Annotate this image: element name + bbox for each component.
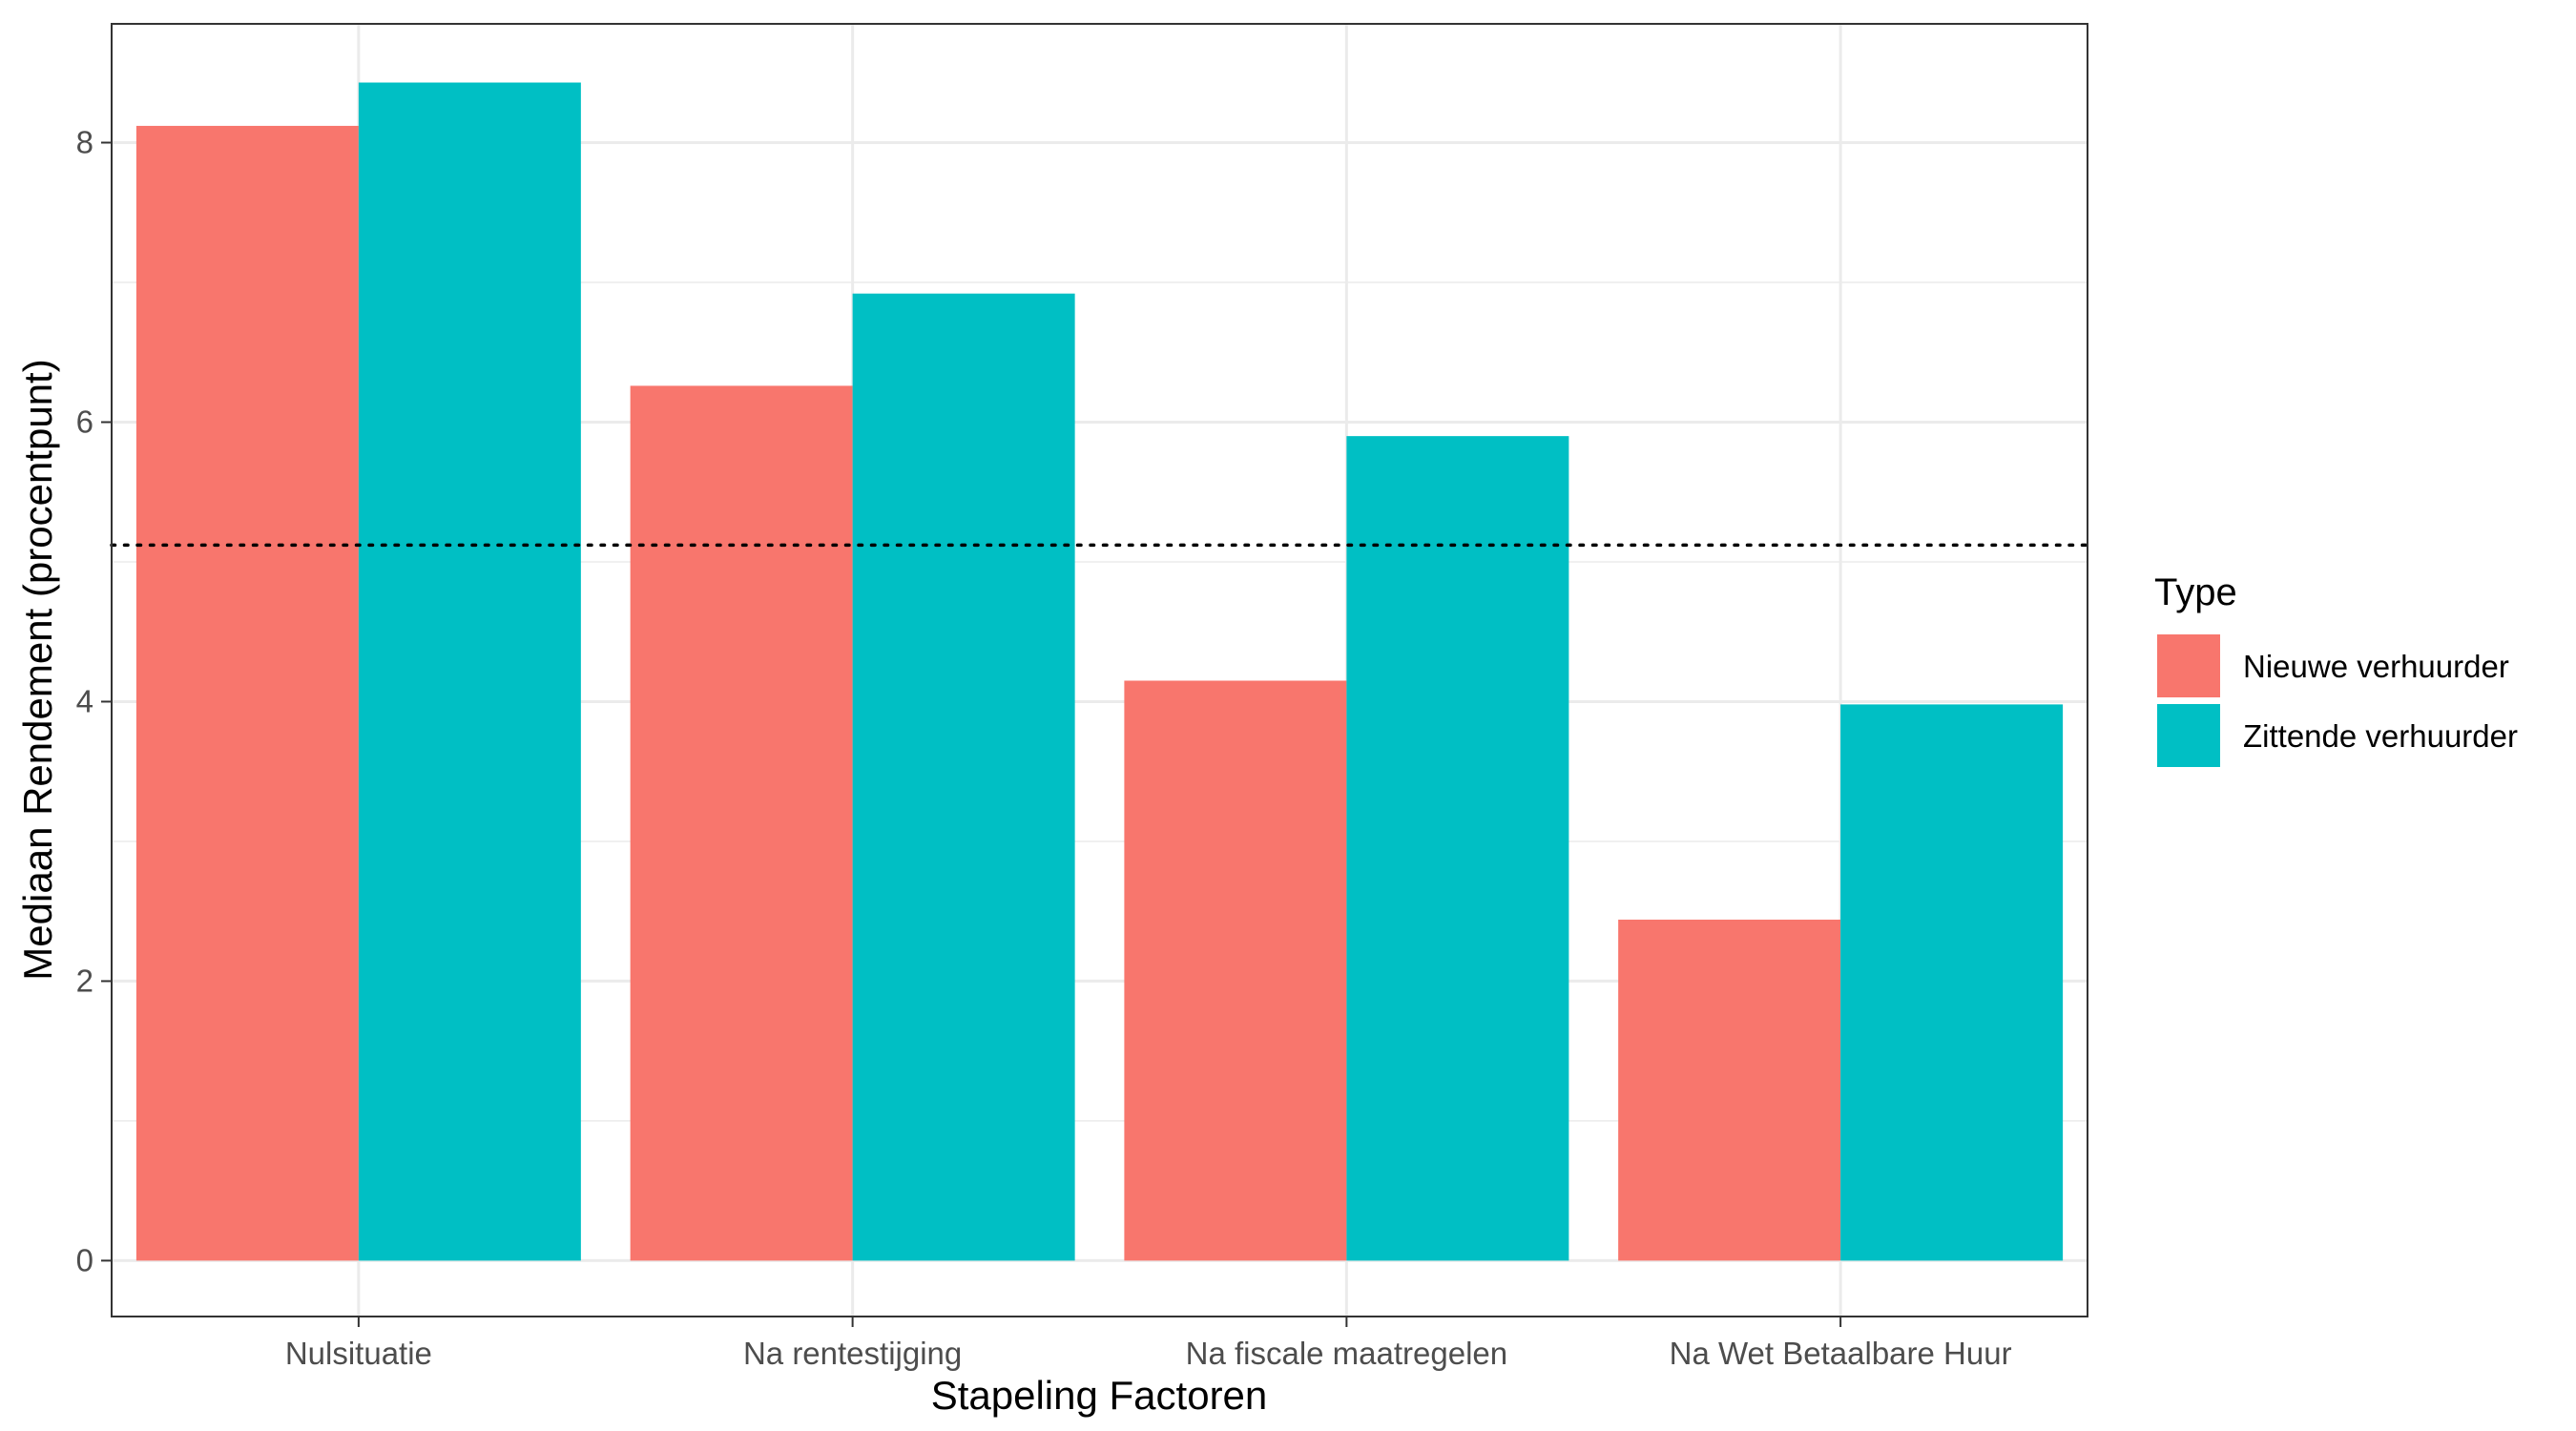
legend: Type Nieuwe verhuurder Zittende verhuurd…: [2154, 571, 2518, 767]
bar-na-rentestijging-zittende-verhuurder: [852, 293, 1075, 1261]
x-tick-label-na-wet-betaalbare-huur: Na Wet Betaalbare Huur: [1670, 1336, 2012, 1371]
bar-na-fiscale-maatregelen-zittende-verhuurder: [1346, 436, 1569, 1261]
bar-na-fiscale-maatregelen-nieuwe-verhuurder: [1124, 680, 1347, 1261]
y-tick-label: 2: [76, 963, 93, 998]
y-tick-label: 6: [76, 404, 93, 439]
x-tick-label-na-rentestijging: Na rentestijging: [743, 1336, 962, 1371]
plot-panel-border: [111, 23, 2088, 1317]
legend-label-zittende-verhuurder: Zittende verhuurder: [2243, 718, 2518, 754]
legend-title: Type: [2154, 571, 2237, 613]
y-axis-title: Mediaan Rendement (procentpunt): [15, 359, 60, 980]
legend-label-nieuwe-verhuurder: Nieuwe verhuurder: [2243, 649, 2509, 684]
x-axis: Nulsituatie Na rentestijging Na fiscale ma…: [285, 1317, 2012, 1371]
x-axis-title: Stapeling Factoren: [931, 1373, 1268, 1418]
legend-key-nieuwe-verhuurder: [2157, 634, 2220, 697]
y-tick-label: 4: [76, 683, 93, 718]
y-axis: 0 2 4 6 8: [76, 125, 112, 1277]
legend-key-zittende-verhuurder: [2157, 704, 2220, 767]
x-tick-label-na-fiscale-maatregelen: Na fiscale maatregelen: [1186, 1336, 1508, 1371]
x-tick-label-nulsituatie: Nulsituatie: [285, 1336, 432, 1371]
bar-nulsituatie-zittende-verhuurder: [358, 82, 581, 1261]
y-tick-label: 8: [76, 125, 93, 160]
bar-na-wet-betaalbare-huur-nieuwe-verhuurder: [1618, 919, 1841, 1261]
y-tick-label: 0: [76, 1242, 93, 1277]
bar-nulsituatie-nieuwe-verhuurder: [135, 125, 359, 1261]
bar-na-rentestijging-nieuwe-verhuurder: [630, 385, 853, 1261]
bars-layer: [135, 82, 2064, 1261]
bar-na-wet-betaalbare-huur-zittende-verhuurder: [1840, 704, 2064, 1261]
